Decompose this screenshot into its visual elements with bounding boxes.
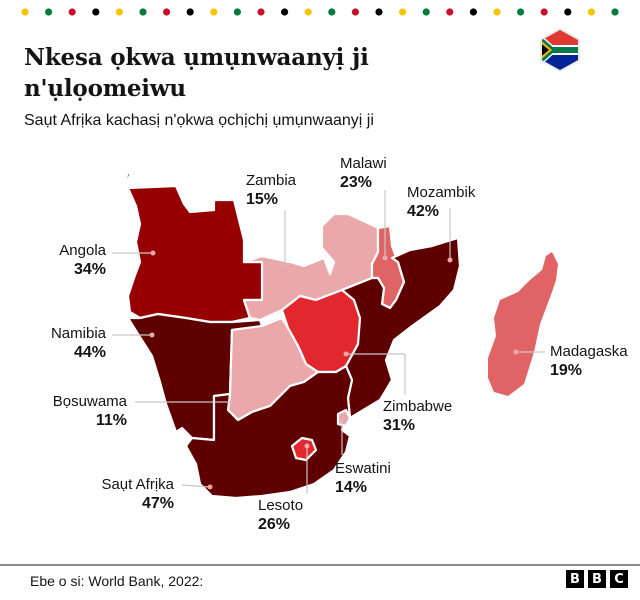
- decorative-dot: [540, 8, 548, 16]
- decorative-dot: [564, 8, 572, 16]
- decorative-dot: [304, 8, 312, 16]
- label-saut-afrika: Saụt Afrịka 47%: [101, 476, 174, 512]
- source-note: Ebe o si: World Bank, 2022:: [30, 573, 204, 589]
- footer-divider: [0, 564, 640, 566]
- region-angola-cabinda: [124, 168, 133, 184]
- decorative-dot: [399, 8, 407, 16]
- decorative-dot: [257, 8, 265, 16]
- leader-lines: [112, 190, 545, 494]
- chart-subtitle: Saụt Afrịka kachasị n'ọkwa ọchịchị ụmụnw…: [24, 112, 374, 129]
- leader-dots: [149, 250, 519, 490]
- decorative-dot: [186, 8, 194, 16]
- label-angola: Angola 34%: [59, 242, 106, 278]
- label-bosuwama: Bọsuwama 11%: [52, 393, 127, 429]
- label-zimbabwe: Zimbabwe 31%: [383, 398, 453, 434]
- bbc-logo-letter-b1: B: [566, 570, 584, 588]
- decorative-dot: [68, 8, 76, 16]
- label-mozambik: Mozambik 42%: [407, 184, 476, 220]
- decorative-dot: [328, 8, 336, 16]
- decorative-dot: [587, 8, 596, 16]
- decorative-dot: [446, 8, 454, 16]
- decorative-dot: [45, 8, 53, 16]
- decorative-dot: [422, 8, 430, 16]
- label-madagaska: Madagaska 19%: [550, 343, 628, 379]
- decorative-dot: [92, 8, 100, 16]
- label-eswatini: Eswatini 14%: [335, 460, 391, 496]
- decorative-dot: [233, 8, 241, 16]
- decorative-dot: [139, 8, 147, 16]
- bbc-logo-letter-c: C: [610, 570, 628, 588]
- decorative-dot: [21, 8, 29, 16]
- decorative-dot: [281, 8, 289, 16]
- decorative-dot: [210, 8, 218, 16]
- label-namibia: Namibia 44%: [50, 325, 106, 361]
- decorative-dot: [611, 8, 619, 16]
- decorative-dot: [351, 8, 359, 16]
- decorative-dot: [517, 8, 525, 16]
- label-zambia: Zambia 15%: [246, 172, 297, 208]
- chart-title: Nkesa ọkwa ụmụnwaanyị ji n'ụlọomeiwu: [24, 44, 369, 102]
- region-saut-afrika[interactable]: [184, 364, 354, 500]
- label-malawi: Malawi 23%: [340, 155, 387, 191]
- decorative-dot-row: [21, 8, 619, 16]
- bbc-logo: B B C: [566, 570, 628, 588]
- southern-africa-map: [112, 168, 558, 500]
- region-lesoto[interactable]: [290, 436, 318, 462]
- decorative-dot: [163, 8, 171, 16]
- south-africa-flag-icon: [540, 28, 580, 72]
- decorative-dot: [469, 8, 477, 16]
- label-lesoto: Lesoto 26%: [258, 497, 304, 533]
- decorative-dot: [375, 8, 383, 16]
- decorative-dot: [493, 8, 501, 16]
- bbc-logo-letter-b2: B: [588, 570, 606, 588]
- region-madagaska[interactable]: [488, 252, 558, 396]
- decorative-dot: [115, 8, 123, 16]
